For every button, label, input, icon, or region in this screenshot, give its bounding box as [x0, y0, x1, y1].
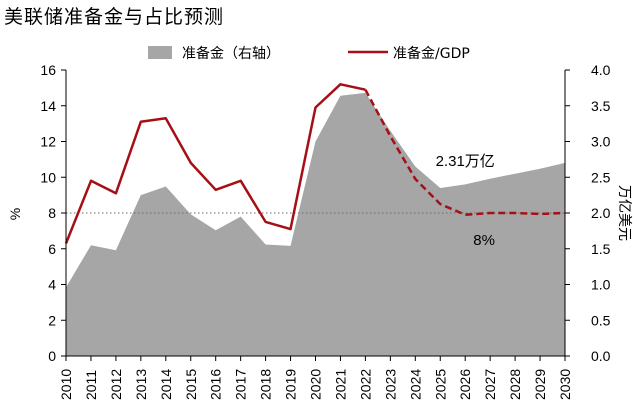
x-tick-label: 2018 — [258, 369, 274, 400]
x-tick-label: 2027 — [482, 369, 498, 400]
x-tick-label: 2025 — [432, 369, 448, 400]
left-tick-label: 12 — [40, 134, 56, 150]
chart-title: 美联储准备金与占比预测 — [4, 6, 225, 28]
x-tick-label: 2028 — [507, 369, 523, 400]
x-tick-label: 2019 — [283, 369, 299, 400]
left-tick-label: 4 — [48, 277, 56, 293]
right-tick-label: 2.5 — [591, 169, 611, 185]
right-tick-label: 1.0 — [591, 277, 611, 293]
x-tick-label: 2029 — [532, 369, 548, 400]
ratio-annotation: 8% — [473, 232, 495, 249]
left-axis-label: % — [7, 208, 23, 220]
right-axis-label: 万亿美元 — [616, 185, 632, 241]
left-tick-label: 0 — [48, 348, 56, 364]
x-tick-label: 2024 — [407, 369, 423, 400]
reserves-gdp-line-forecast — [364, 89, 566, 217]
right-tick-label: 3.0 — [591, 134, 611, 150]
legend-label-reserves: 准备金（右轴） — [182, 45, 280, 62]
x-tick-label: 2020 — [308, 369, 324, 400]
x-tick-label: 2023 — [382, 369, 398, 400]
reserves-area — [66, 92, 565, 357]
x-tick-label: 2012 — [108, 369, 124, 400]
x-tick-label: 2017 — [233, 369, 249, 400]
left-tick-label: 6 — [48, 241, 56, 257]
right-tick-label: 0.0 — [591, 348, 611, 364]
reserves-gdp-line-actual — [64, 83, 366, 244]
x-tick-label: 2022 — [357, 369, 373, 400]
left-tick-label: 16 — [40, 62, 56, 78]
x-tick-label: 2010 — [58, 369, 74, 400]
right-tick-label: 4.0 — [591, 62, 611, 78]
right-tick-label: 2.0 — [591, 205, 611, 221]
x-tick-label: 2015 — [183, 369, 199, 400]
x-tick-label: 2013 — [133, 369, 149, 400]
legend-swatch-reserves — [148, 46, 172, 59]
left-tick-label: 10 — [40, 169, 56, 185]
reserves-annotation: 2.31万亿 — [436, 153, 495, 170]
right-tick-label: 3.5 — [591, 98, 611, 114]
left-tick-label: 8 — [48, 205, 56, 221]
right-tick-label: 1.5 — [591, 241, 611, 257]
x-tick-label: 2030 — [557, 369, 573, 400]
right-tick-label: 0.5 — [591, 312, 611, 328]
legend-label-ratio: 准备金/GDP — [393, 45, 470, 62]
left-tick-label: 14 — [40, 98, 56, 114]
x-tick-label: 2026 — [457, 369, 473, 400]
x-tick-label: 2011 — [83, 370, 99, 400]
x-tick-label: 2014 — [158, 369, 174, 400]
x-tick-label: 2016 — [208, 369, 224, 400]
left-tick-label: 2 — [48, 312, 56, 328]
x-tick-label: 2021 — [332, 369, 348, 400]
